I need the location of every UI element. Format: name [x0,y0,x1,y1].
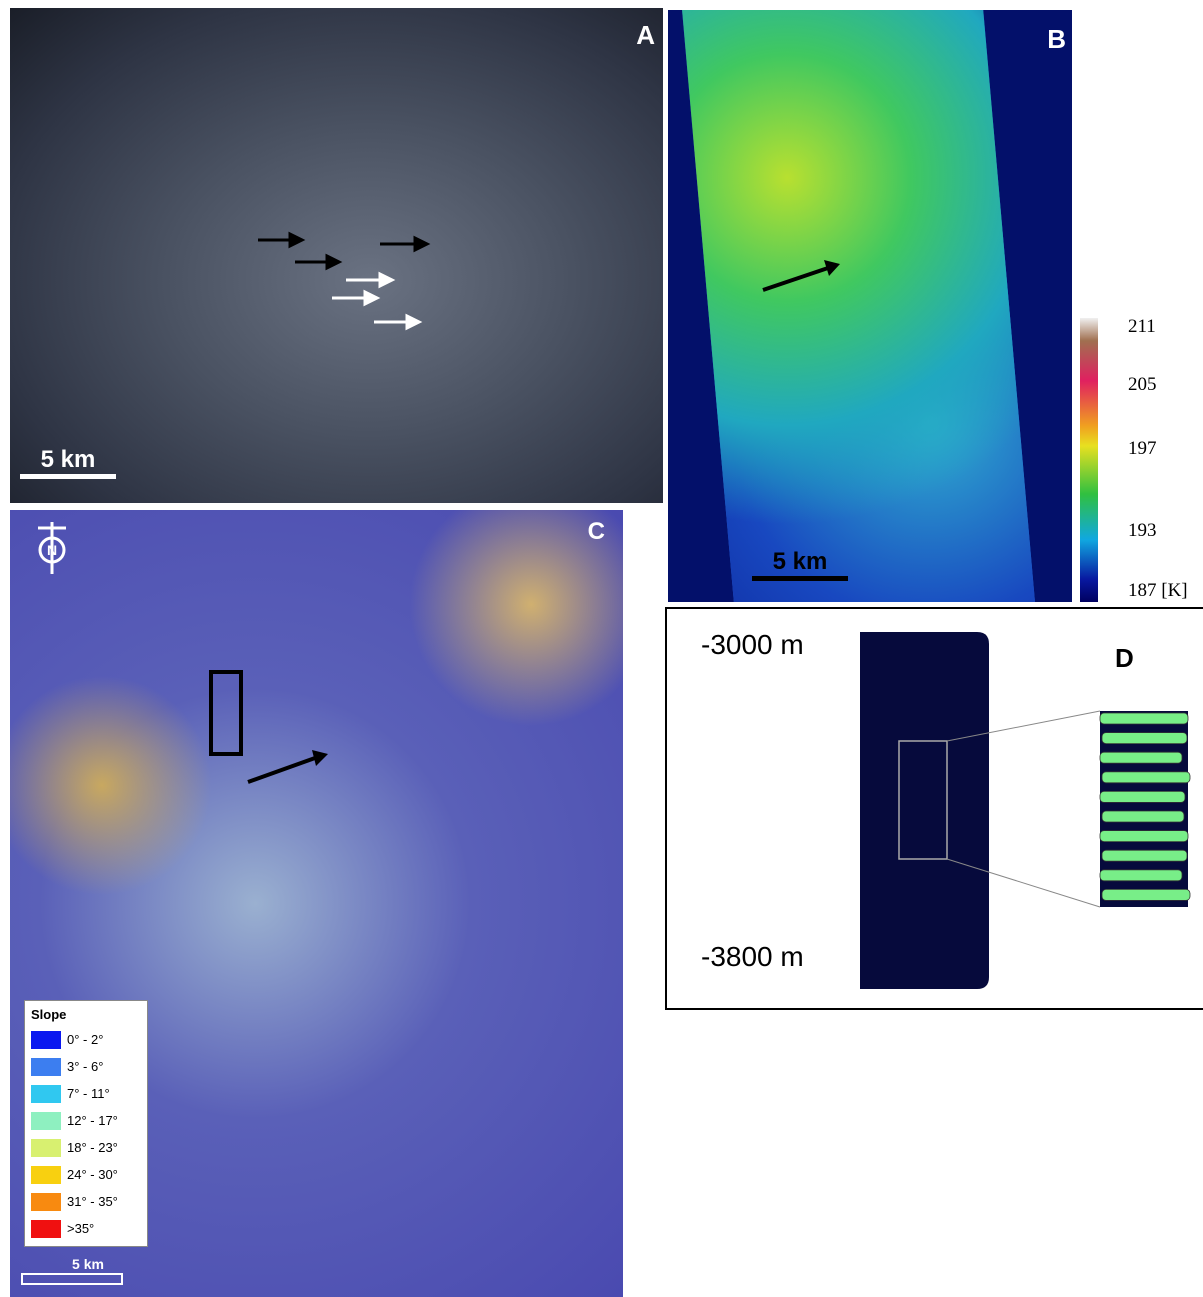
layer [1102,811,1184,822]
colorbar-label: 197 [1128,438,1157,460]
colorbar-label: 193 [1128,520,1157,542]
slope-legend: Slope 0° - 2° 3° - 6° 7° - 11° 12° - 17° 18°… [24,1000,148,1247]
legend-title: Slope [31,1007,147,1022]
layer [1102,889,1190,900]
legend-swatch [31,1058,61,1076]
layer [1100,752,1182,763]
figure: A 5 km B 5 km 211205197193187 [K] C N 5 … [0,0,1203,1297]
panel-a-image: A 5 km [10,8,663,503]
legend-item: 18° - 23° [31,1134,147,1161]
legend-swatch [31,1166,61,1184]
layer [1102,772,1190,783]
arrows [10,8,663,503]
legend-item: 0° - 2° [31,1026,147,1053]
layer [1100,831,1188,842]
legend-swatch [31,1085,61,1103]
stratigraphy [667,609,1203,1008]
layer [1102,850,1187,861]
arrow [668,10,1072,602]
legend-label: 7° - 11° [67,1086,110,1101]
legend-item: 12° - 17° [31,1107,147,1134]
legend-swatch [31,1220,61,1238]
legend-label: 18° - 23° [67,1140,118,1155]
layer [1100,713,1188,724]
legend-label: 12° - 17° [67,1113,118,1128]
layer [1102,733,1187,744]
panel-b-image: B 5 km [668,10,1072,602]
legend-item: 31° - 35° [31,1188,147,1215]
legend-swatch [31,1193,61,1211]
panel-c-image: C N 5 km Slope 0° - 2°3° - 6°7° - 11°12°… [10,510,623,1297]
colorbar-label: 187 [K] [1128,580,1188,602]
legend-swatch [31,1139,61,1157]
legend-item: 3° - 6° [31,1053,147,1080]
legend-label: >35° [67,1221,94,1236]
layer [1100,791,1185,802]
legend-swatch [31,1031,61,1049]
scale-bar: 5 km [68,1256,108,1272]
colorbar-label: 205 [1128,374,1157,396]
legend-label: 0° - 2° [67,1032,103,1047]
legend-label: 31° - 35° [67,1194,118,1209]
legend-item: 24° - 30° [31,1161,147,1188]
panel-d: D -3000 m -3800 m [665,607,1203,1010]
colorbar [1080,318,1098,602]
layer [1100,870,1182,881]
legend-swatch [31,1112,61,1130]
legend-label: 24° - 30° [67,1167,118,1182]
legend-label: 3° - 6° [67,1059,103,1074]
legend-item: 7° - 11° [31,1080,147,1107]
legend-item: >35° [31,1215,147,1242]
svg-text:N: N [47,542,57,558]
colorbar-label: 211 [1128,316,1156,338]
